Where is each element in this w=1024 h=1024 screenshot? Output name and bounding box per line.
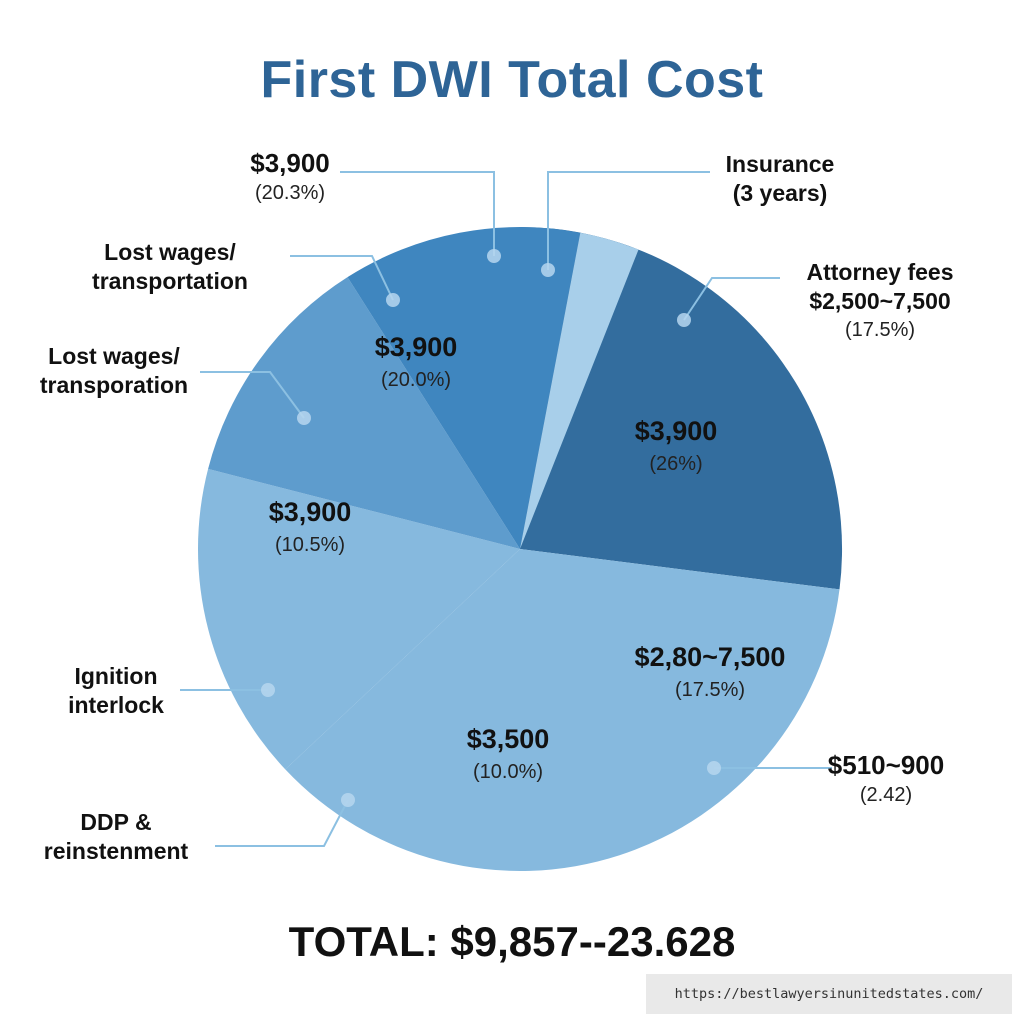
callout-sub: (2.42) bbox=[860, 784, 912, 806]
source-url: https://bestlawyersinunitedstates.com/ bbox=[646, 974, 1012, 1014]
callout-0: $3,900 (20.3%) bbox=[250, 148, 330, 204]
callout-7: DDP & reinstenment bbox=[44, 809, 189, 864]
slice-percent-3: (10.5%) bbox=[275, 534, 345, 556]
slice-percent-4: (20.0%) bbox=[381, 369, 451, 391]
pie-slice-3 bbox=[208, 277, 520, 549]
leader-line-7 bbox=[215, 799, 349, 847]
slice-percent-2: (10.0%) bbox=[473, 761, 543, 783]
leader-dot-1 bbox=[541, 263, 555, 277]
leader-line-2 bbox=[290, 255, 394, 301]
callout-6: $510~900 (2.42) bbox=[828, 750, 944, 806]
slice-amount-0: $3,900 bbox=[635, 416, 718, 446]
chart-title: First DWI Total Cost bbox=[260, 51, 764, 109]
callout-line: Lost wages/ bbox=[104, 239, 236, 265]
callout-line: reinstenment bbox=[44, 838, 189, 864]
leader-lines bbox=[180, 171, 832, 847]
callout-line: transporation bbox=[40, 372, 188, 398]
callout-1: Insurance (3 years) bbox=[726, 151, 835, 206]
callout-line: Attorney fees bbox=[807, 259, 954, 285]
leader-dot-2 bbox=[386, 293, 400, 307]
pie-slice-1 bbox=[285, 549, 840, 871]
callout-3: Attorney fees $2,500~7,500 (17.5%) bbox=[807, 259, 954, 341]
pie-slice-5 bbox=[520, 232, 639, 549]
callout-line: (3 years) bbox=[733, 180, 828, 206]
slice-labels: $3,900 (26%) $2,80~7,500 (17.5%) $3,500 (10.0… bbox=[269, 332, 786, 783]
callout-sub: (17.5%) bbox=[845, 319, 915, 341]
callout-2: Lost wages/transportation bbox=[92, 239, 248, 294]
slice-percent-1: (17.5%) bbox=[675, 679, 745, 701]
leader-line-4 bbox=[200, 371, 305, 419]
slice-amount-4: $3,900 bbox=[375, 332, 458, 362]
leader-line-3 bbox=[683, 277, 780, 321]
slice-amount-3: $3,900 bbox=[269, 497, 352, 527]
leader-line-0 bbox=[340, 171, 495, 256]
slice-amount-2: $3,500 bbox=[467, 724, 550, 754]
pie-slice-4 bbox=[347, 227, 581, 550]
callout-line: $3,900 bbox=[250, 148, 330, 178]
leader-dot-7 bbox=[341, 793, 355, 807]
total-label: TOTAL: $9,857--23.628 bbox=[288, 918, 736, 965]
leader-dot-3 bbox=[677, 313, 691, 327]
slice-percent-0: (26%) bbox=[649, 453, 702, 475]
slices bbox=[197, 227, 843, 871]
leader-dot-0 bbox=[487, 249, 501, 263]
callout-5: Ignition interlock bbox=[68, 663, 164, 718]
leader-dot-4 bbox=[297, 411, 311, 425]
slice-amount-1: $2,80~7,500 bbox=[635, 642, 786, 672]
callout-line: interlock bbox=[68, 692, 164, 718]
callout-line: $2,500~7,500 bbox=[809, 288, 950, 314]
callout-line: Ignition bbox=[74, 663, 157, 689]
callout-line: transportation bbox=[92, 268, 248, 294]
leader-dot-6 bbox=[707, 761, 721, 775]
callout-line: Lost wages/ bbox=[48, 343, 180, 369]
callout-line: DDP & bbox=[80, 809, 151, 835]
pie-slice-2 bbox=[197, 468, 520, 770]
leader-line-1 bbox=[547, 171, 710, 270]
callout-labels: $3,900 (20.3%) Insurance (3 years) Lost wage… bbox=[40, 148, 954, 864]
leader-dot-5 bbox=[261, 683, 275, 697]
callout-line: Insurance bbox=[726, 151, 835, 177]
callout-line: $510~900 bbox=[828, 750, 944, 780]
callout-4: Lost wages/transporation bbox=[40, 343, 188, 398]
callout-sub: (20.3%) bbox=[255, 182, 325, 204]
